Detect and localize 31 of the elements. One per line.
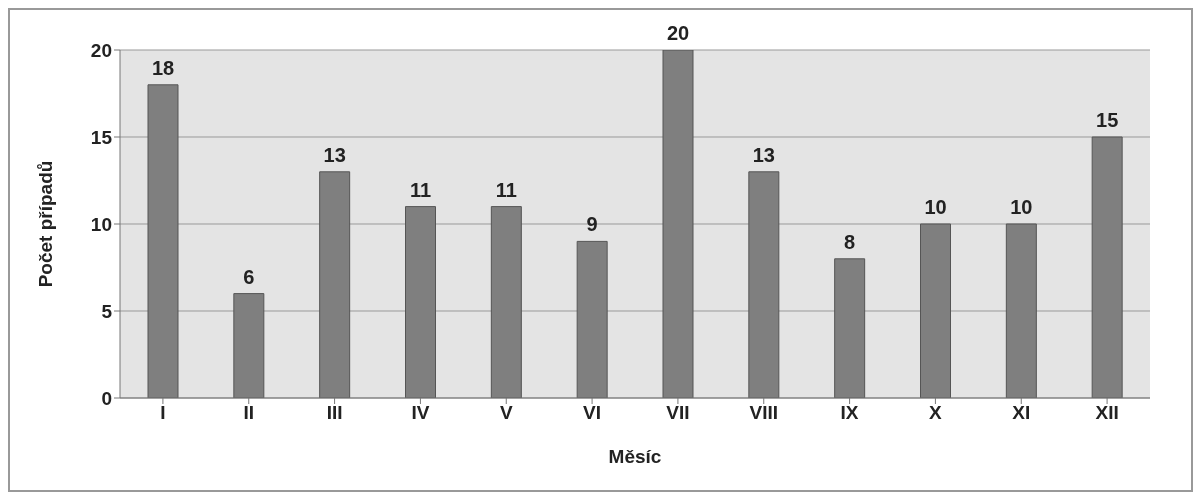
x-tick-label: III	[326, 402, 343, 424]
y-tick-label: 15	[90, 126, 113, 148]
data-label: 18	[151, 56, 175, 79]
data-label: 9	[586, 213, 598, 236]
y-tick-label: 20	[90, 39, 112, 61]
data-label: 13	[323, 143, 346, 166]
y-tick-label: 0	[101, 387, 112, 409]
x-tick-label: VI	[583, 402, 602, 424]
data-label: 6	[243, 265, 255, 288]
x-tick-label: IX	[840, 402, 859, 424]
data-label: 13	[752, 143, 775, 166]
data-label: 10	[1010, 196, 1033, 218]
x-tick-label: VII	[666, 402, 690, 424]
data-label: 15	[1096, 109, 1119, 131]
x-tick-label: XI	[1012, 402, 1031, 424]
x-axis-title: Měsíc	[608, 446, 662, 467]
x-tick-label: II	[243, 402, 255, 424]
y-tick-label: 10	[90, 213, 112, 235]
data-label: 11	[409, 178, 432, 201]
data-label: 10	[924, 196, 947, 218]
x-tick-label: XII	[1095, 402, 1119, 424]
x-tick-label: X	[929, 402, 943, 424]
x-tick-label: IV	[411, 402, 430, 424]
y-axis-title: Počet případů	[34, 160, 56, 288]
data-label: 20	[666, 22, 690, 44]
x-tick-label: V	[499, 402, 513, 424]
data-label: 11	[495, 178, 517, 201]
y-tick-label: 5	[101, 300, 113, 322]
x-tick-label: I	[160, 402, 166, 424]
data-label: 8	[844, 230, 856, 253]
x-tick-label: VIII	[749, 402, 779, 424]
